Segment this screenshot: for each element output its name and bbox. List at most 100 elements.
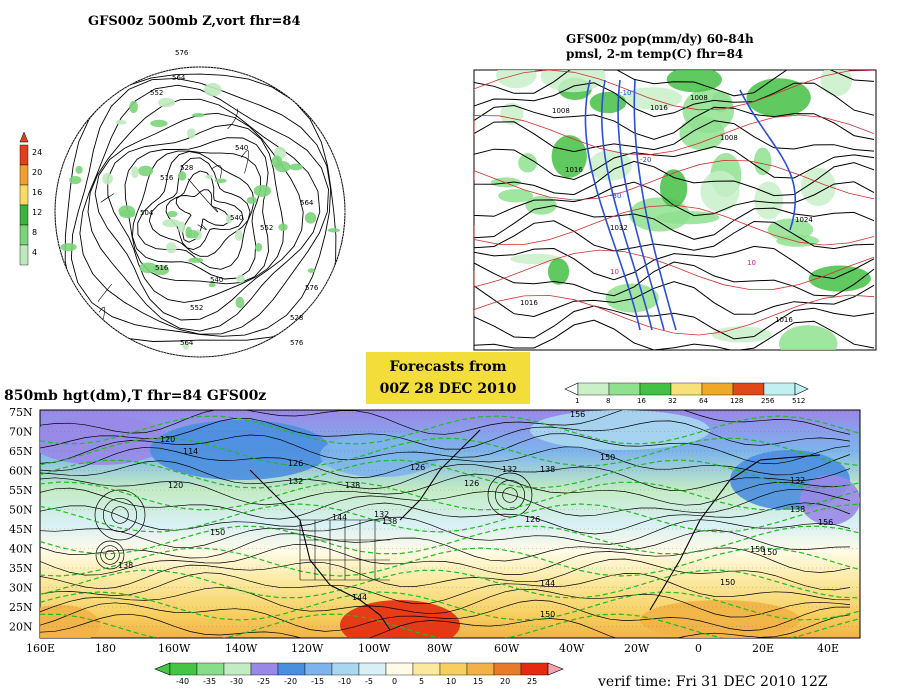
- contour-label: 126: [288, 459, 303, 468]
- longitude-label: 20E: [752, 642, 774, 655]
- legend-swatch: [223, 662, 252, 676]
- legend-tick-label: 20: [500, 677, 510, 686]
- low-center-contour: [100, 545, 120, 565]
- forecast-badge: Forecasts from 00Z 28 DEC 2010: [366, 352, 530, 404]
- vorticity-area: [165, 242, 177, 254]
- polar-contour-labels: 576 564 552 540 528 516 504 540 552 564 576 528 516 5…: [140, 49, 319, 347]
- low-center-contour: [95, 540, 125, 570]
- vorticity-area: [225, 214, 233, 224]
- verif-time: verif time: Fri 31 DEC 2010 12Z: [598, 674, 828, 690]
- precip-area: [547, 258, 570, 285]
- warm-temperature-contour: [474, 159, 875, 201]
- temperature-legend: -40 -35 -30 -25 -20 -15 -10 -5 0 5 10 15 20 25: [154, 662, 564, 686]
- pressure-contour: [474, 319, 875, 350]
- legend-tick-label: 64: [699, 397, 708, 405]
- vorticity-area: [192, 113, 205, 118]
- contour-label: 144: [332, 513, 347, 522]
- legend-tick-label: 20: [32, 168, 42, 177]
- vorticity-area: [167, 210, 178, 218]
- latitude-label: 60N: [9, 465, 33, 478]
- vorticity-area: [131, 166, 139, 179]
- warm-temperature-contour: [474, 114, 875, 156]
- contour-label: 1008: [720, 134, 738, 142]
- isotherm: [40, 503, 860, 533]
- contour-label: 114: [183, 447, 198, 456]
- legend-swatch: [732, 382, 765, 396]
- legend-swatch: [19, 224, 29, 246]
- height-contour: [40, 613, 851, 638]
- contour-label: 150: [750, 545, 765, 554]
- precip-area: [754, 181, 783, 220]
- warm-temperature-contour: [474, 249, 875, 290]
- legend-tick-label: -25: [257, 677, 270, 686]
- longitude-label: 140W: [225, 642, 258, 655]
- vorticity-area: [115, 119, 127, 125]
- legend-swatch: [577, 382, 610, 396]
- legend-tick-label: -10: [338, 677, 351, 686]
- legend-tick-label: 32: [668, 397, 677, 405]
- contour-label: 132: [374, 510, 389, 519]
- height-contour: [40, 586, 851, 618]
- longitude-label: 160E: [26, 642, 55, 655]
- legend-swatch: [466, 662, 495, 676]
- cold-temperature-contour: [739, 89, 797, 231]
- vorticity-area: [307, 268, 315, 273]
- height-contour: [40, 529, 851, 562]
- contour-label: 540: [230, 214, 243, 222]
- legend-arrow-right: [547, 662, 564, 676]
- legend-tick-label: -35: [203, 677, 216, 686]
- legend-swatch: [385, 662, 414, 676]
- low-center-contour: [502, 487, 518, 503]
- contour-label: 138: [118, 561, 133, 570]
- legend-swatch: [19, 184, 29, 206]
- longitude-label: 80W: [427, 642, 453, 655]
- vorticity-area: [208, 282, 216, 288]
- longitude-label: 40E: [817, 642, 839, 655]
- legend-arrow-left: [564, 382, 579, 396]
- contour-label: 564: [172, 74, 186, 82]
- height-contour: [165, 170, 244, 250]
- temperature-panel-title: 850mb hgt(dm),T fhr=84 GFS00z: [4, 388, 267, 404]
- precip-panel-title-line2: pmsl, 2-m temp(C) fhr=84: [566, 47, 744, 61]
- vorticity-area: [234, 229, 243, 241]
- legend-tick-label: 12: [32, 208, 42, 217]
- precip-area: [659, 169, 688, 208]
- vorticity-area: [254, 242, 263, 252]
- vorticity-area: [236, 274, 246, 283]
- temperature-area: [640, 600, 800, 638]
- legend-swatch: [304, 662, 333, 676]
- warm-temperature-contour: [474, 204, 875, 246]
- vorticity-legend: 24 20 16 12 8 4: [19, 131, 42, 266]
- isotherm: [40, 525, 860, 555]
- isotherm: [40, 481, 860, 511]
- vorticity-area: [118, 205, 136, 217]
- contour-label: 540: [235, 144, 248, 152]
- height-contour: [40, 417, 851, 450]
- pressure-contour: [474, 146, 875, 181]
- coastline-east: [399, 429, 481, 521]
- latitude-label: 45N: [9, 523, 33, 536]
- pressure-contour: [474, 120, 875, 153]
- latitude-label: 75N: [9, 406, 33, 419]
- legend-arrow-right: [794, 382, 809, 396]
- height-contour: [87, 98, 321, 332]
- legend-tick-label: 256: [761, 397, 775, 405]
- vorticity-area: [204, 83, 222, 97]
- pressure-contour: [474, 181, 875, 217]
- isotherm: [40, 569, 860, 599]
- vorticity-area: [246, 196, 257, 204]
- temperature-map-panel: [39, 409, 861, 639]
- precip-panel-title-line1: GFS00z pop(mm/dy) 60-84h: [566, 32, 754, 46]
- legend-tick-label: 4: [32, 248, 37, 257]
- precip-contour-labels: 1008101610241032100810161016-10-20-30101…: [520, 89, 813, 324]
- vorticity-area: [278, 223, 288, 231]
- contour-label: 156: [570, 410, 585, 419]
- vorticity-area: [235, 296, 245, 309]
- legend-swatch: [670, 382, 703, 396]
- vorticity-area: [158, 97, 176, 108]
- precip-area: [540, 70, 606, 93]
- isotherm: [40, 437, 860, 467]
- low-center-contour: [494, 479, 526, 511]
- legend-tick-label: 512: [792, 397, 805, 405]
- legend-tick-label: 16: [32, 188, 42, 197]
